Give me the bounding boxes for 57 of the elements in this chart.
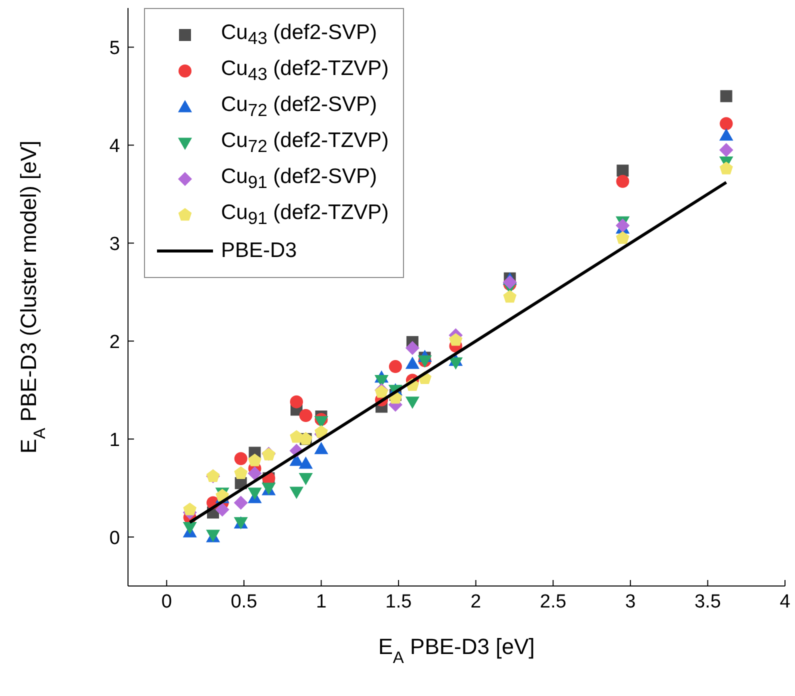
x-tick-label: 3.5: [694, 591, 721, 612]
point: [215, 502, 230, 517]
point: [314, 425, 328, 438]
legend-label: Cu$_{72}$ (def2-SVP): [221, 92, 378, 122]
point: [616, 164, 629, 177]
x-tick-label: 1.5: [385, 591, 412, 612]
point: [248, 466, 262, 480]
point: [298, 456, 313, 469]
x-tick-label: 0: [161, 591, 172, 612]
point: [298, 472, 313, 486]
x-axis-title: E$_{A}$ PBE-D3 [eV]: [378, 634, 535, 667]
point: [719, 143, 734, 158]
point: [616, 174, 630, 188]
point: [248, 454, 262, 466]
x-tick-label: 2: [470, 591, 482, 612]
point: [720, 117, 733, 130]
point: [183, 502, 196, 516]
x-tick-label: 0.5: [230, 591, 258, 612]
legend-label: Cu$_{43}$ (def2-TZVP): [221, 56, 389, 86]
point: [234, 466, 248, 479]
legend-label: Cu$_{91}$ (def2-TZVP): [221, 200, 389, 230]
point: [720, 162, 733, 174]
y-tick-label: 3: [109, 234, 120, 255]
point: [502, 275, 517, 290]
legend-label: Cu$_{91}$ (def2-SVP): [221, 164, 378, 194]
point: [616, 231, 630, 244]
point: [314, 442, 328, 454]
legend-label: Cu$_{72}$ (def2-TZVP): [221, 128, 389, 158]
legend-label: PBE-D3: [221, 239, 297, 263]
legend-label: Cu$_{43}$ (def2-SVP): [221, 20, 378, 50]
point: [719, 128, 734, 141]
x-tick-label: 1: [316, 591, 327, 612]
point: [314, 416, 328, 428]
point: [405, 356, 420, 369]
x-tick-label: 4: [780, 591, 791, 612]
point: [448, 357, 463, 370]
point: [405, 396, 420, 409]
y-tick-label: 1: [109, 430, 120, 451]
x-tick-label: 2.5: [540, 591, 566, 612]
y-tick-label: 2: [109, 332, 120, 353]
point: [234, 452, 248, 466]
point: [248, 488, 262, 500]
point: [405, 340, 420, 355]
point: [449, 333, 462, 346]
y-tick-label: 0: [109, 528, 120, 549]
point: [234, 496, 248, 510]
point: [182, 522, 197, 534]
point: [290, 486, 304, 499]
point: [503, 290, 516, 303]
x-tick-label: 3: [625, 591, 636, 612]
point: [299, 409, 312, 422]
y-tick-label: 4: [109, 136, 120, 157]
point: [290, 395, 303, 408]
point: [616, 218, 630, 232]
y-tick-label: 5: [109, 38, 120, 59]
point: [388, 360, 402, 374]
point: [720, 90, 732, 102]
